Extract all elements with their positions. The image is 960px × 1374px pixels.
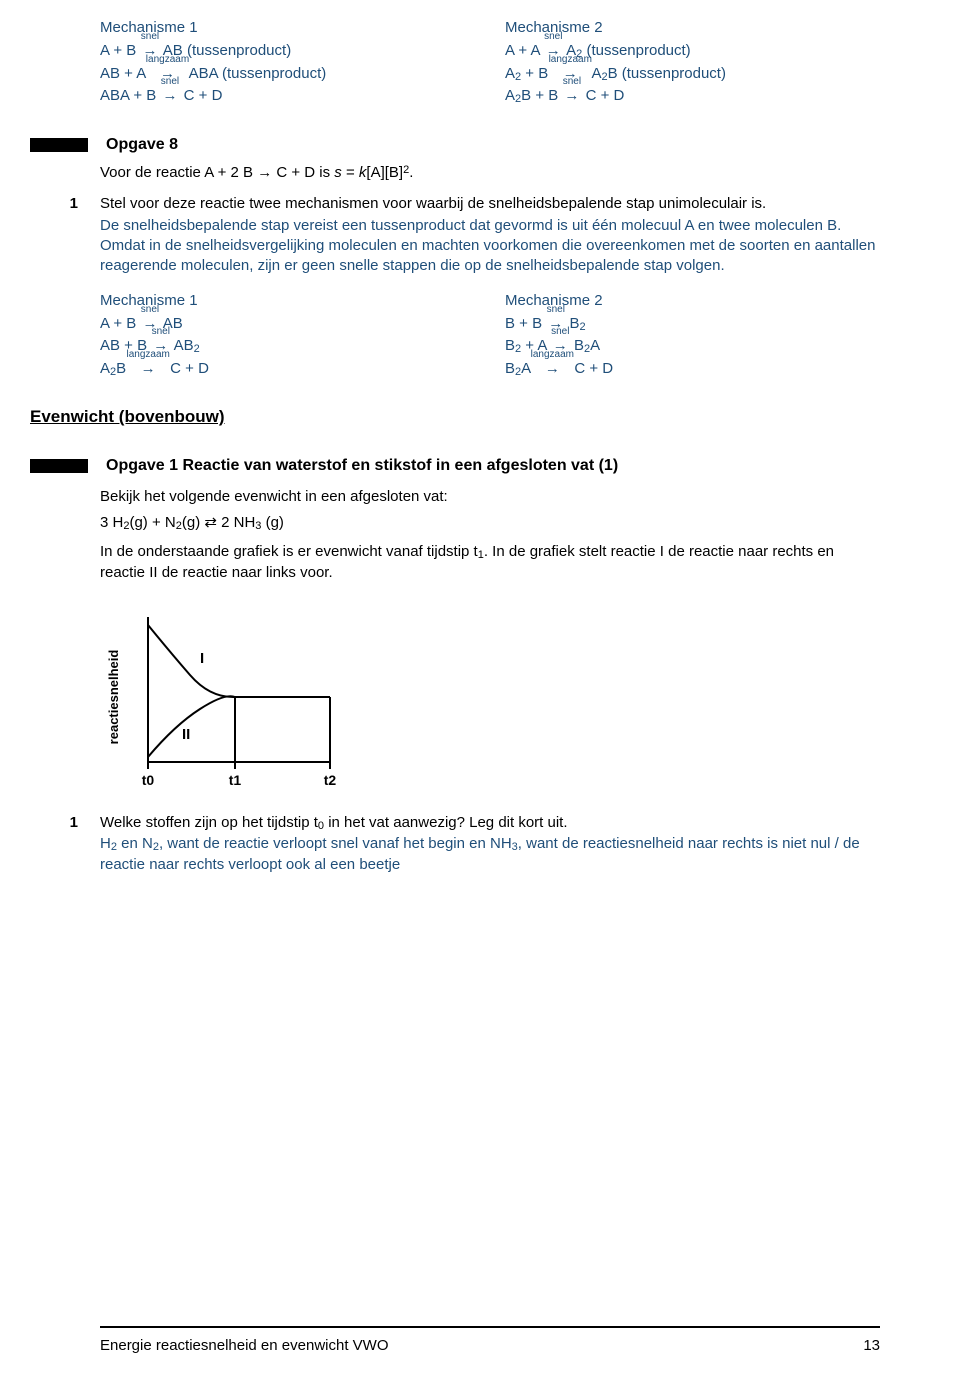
opgave8-header: Opgave 8 bbox=[100, 134, 880, 156]
svg-text:t1: t1 bbox=[229, 772, 242, 788]
opgave1-body: Bekijk het volgende evenwicht in een afg… bbox=[100, 487, 880, 803]
opgave8-title: Opgave 8 bbox=[106, 134, 178, 156]
arrow-icon: snel→ bbox=[562, 85, 581, 108]
question-body: Stel voor deze reactie twee mechanismen … bbox=[100, 194, 880, 381]
question-number: 1 bbox=[58, 194, 78, 381]
question-number: 1 bbox=[58, 813, 78, 875]
svg-text:I: I bbox=[200, 650, 204, 667]
footer-left: Energie reactiesnelheid en evenwicht VWO bbox=[100, 1336, 389, 1356]
footer-page-number: 13 bbox=[863, 1336, 880, 1356]
opgave1-title: Opgave 1 Reactie van waterstof en stikst… bbox=[106, 455, 618, 477]
arrow-icon: langzaam → bbox=[535, 358, 571, 381]
redaction-bar bbox=[30, 459, 88, 473]
mechanism-columns-top: Mechanisme 1 A + B snel→ AB (tussenprodu… bbox=[100, 18, 880, 108]
mech1-r3: ABA + B snel→ C + D bbox=[100, 85, 475, 108]
answer-text: H2 en N2, want de reactie verloopt snel … bbox=[100, 834, 880, 875]
mech1-r2: AB + A langzaam → ABA (tussenproduct) bbox=[100, 63, 475, 86]
mech2b: Mechanisme 2 B + B snel→ B2 B2 + A snel→… bbox=[505, 291, 880, 381]
redaction-bar bbox=[30, 138, 88, 152]
mech1b: Mechanisme 1 A + B snel→ AB AB + B snel→… bbox=[100, 291, 475, 381]
svg-text:t0: t0 bbox=[142, 772, 155, 788]
svg-text:II: II bbox=[182, 726, 190, 743]
mech2-r3: A2B + B snel→ C + D bbox=[505, 85, 880, 108]
section-title: Evenwicht (bovenbouw) bbox=[0, 406, 880, 429]
mechanism-columns-b: Mechanisme 1 A + B snel→ AB AB + B snel→… bbox=[100, 291, 880, 381]
opgave1-header: Opgave 1 Reactie van waterstof en stikst… bbox=[100, 455, 880, 477]
svg-text:t2: t2 bbox=[324, 772, 337, 788]
arrow-icon: snel→ bbox=[160, 85, 179, 108]
reaction-rate-chart: reactiesnelheid I II t0 t1 t2 bbox=[100, 597, 880, 803]
mech2-r2: A2 + B langzaam → A2B (tussenproduct) bbox=[505, 63, 880, 86]
question-body: Welke stoffen zijn op het tijdstip t0 in… bbox=[100, 813, 880, 875]
opgave1-q1: 1 Welke stoffen zijn op het tijdstip t0 … bbox=[100, 813, 880, 875]
mech2-top: Mechanisme 2 A + A snel→ A2 (tussenprodu… bbox=[505, 18, 880, 108]
answer-text: De snelheidsbepalende stap vereist een t… bbox=[100, 216, 880, 277]
opgave1-eq: 3 H2(g) + N2(g) ⇄ 2 NH3 (g) bbox=[100, 513, 880, 534]
page-footer: Energie reactiesnelheid en evenwicht VWO… bbox=[100, 1326, 880, 1356]
opgave1-line3: In de onderstaande grafiek is er evenwic… bbox=[100, 542, 880, 583]
opgave8-intro: Voor de reactie A + 2 B → C + D is s = k… bbox=[100, 163, 880, 183]
arrow-icon: langzaam → bbox=[130, 358, 166, 381]
opgave1-line1: Bekijk het volgende evenwicht in een afg… bbox=[100, 487, 880, 507]
svg-text:reactiesnelheid: reactiesnelheid bbox=[106, 650, 121, 745]
mech1-top: Mechanisme 1 A + B snel→ AB (tussenprodu… bbox=[100, 18, 475, 108]
opgave8-q1: 1 Stel voor deze reactie twee mechanisme… bbox=[100, 194, 880, 381]
